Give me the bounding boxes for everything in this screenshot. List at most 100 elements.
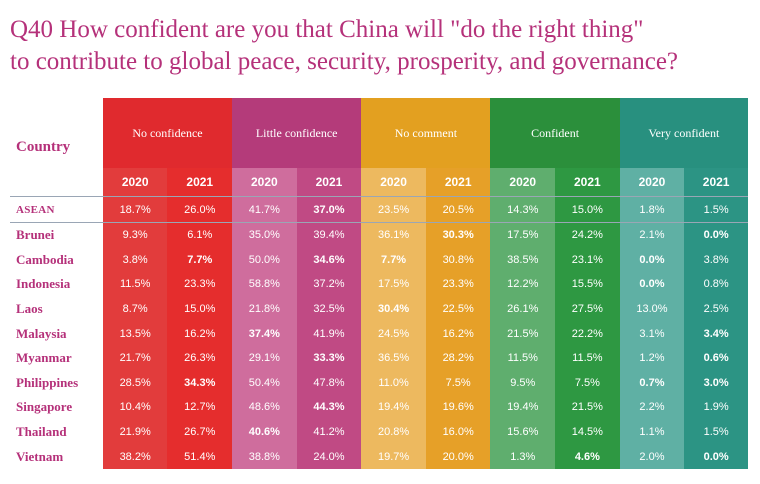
table-row: Brunei 9.3% 6.1% 35.0% 39.4% 36.1% 30.3% 17.5% 2… [10,222,748,248]
value-cell: 23.5% [361,196,426,223]
value-cell: 1.3% [490,444,556,469]
value-cell: 21.7% [102,345,168,371]
value-cell: 19.6% [425,395,491,420]
value-cell: 38.8% [232,444,297,469]
table-row: Vietnam 38.2% 51.4% 38.8% 24.0% 19.7% 20.0% 1.3… [10,444,748,469]
year-header: 2020 [619,168,685,197]
year-header: 2021 [167,168,233,197]
value-cell: 2.2% [619,395,685,420]
value-cell: 8.7% [102,296,168,322]
value-cell: 17.5% [361,272,426,297]
value-cell: 9.5% [490,370,556,396]
value-cell: 30.4% [361,296,426,322]
value-cell: 37.2% [296,272,362,297]
value-cell: 16.2% [167,321,233,346]
country-name: Laos [16,301,43,317]
value-cell: 20.0% [425,444,491,469]
value-cell: 41.2% [296,419,362,445]
value-cell: 2.1% [619,222,685,248]
value-cell: 3.0% [684,370,748,396]
value-cell: 38.2% [102,444,168,469]
value-cell: 3.8% [102,247,168,273]
country-name: Indonesia [16,276,71,292]
value-cell: 1.5% [684,196,748,223]
value-cell: 2.0% [619,444,685,469]
value-cell: 51.4% [167,444,233,469]
value-cell: 48.6% [232,395,297,420]
value-cell: 0.8% [684,272,748,297]
value-cell: 34.3% [167,370,233,396]
survey-table: Country No confidence Little confidence … [10,98,748,469]
value-cell: 0.0% [619,247,685,273]
table-row: Singapore 10.4% 12.7% 48.6% 44.3% 19.4% 19.6% 1… [10,395,748,420]
header-no-confidence: No confidence [102,98,233,168]
value-cell: 11.5% [555,345,620,371]
value-cell: 11.5% [490,345,556,371]
year-header: 2021 [555,168,620,197]
value-cell: 22.2% [555,321,620,346]
value-cell: 20.5% [425,196,491,223]
value-cell: 26.0% [167,196,233,223]
year-header: 2021 [684,168,748,197]
value-cell: 50.0% [232,247,297,273]
value-cell: 13.0% [619,296,685,322]
value-cell: 30.8% [425,247,491,273]
table-row: Myanmar 21.7% 26.3% 29.1% 33.3% 36.5% 28.2% 11.… [10,345,748,371]
value-cell: 15.5% [555,272,620,297]
value-cell: 21.9% [102,419,168,445]
year-header: 2020 [102,168,168,197]
value-cell: 58.8% [232,272,297,297]
value-cell: 28.2% [425,345,491,371]
country-name: ASEAN [10,196,103,223]
value-cell: 35.0% [232,222,297,248]
value-cell: 11.0% [361,370,426,396]
value-cell: 7.5% [555,370,620,396]
value-cell: 0.0% [619,272,685,297]
value-cell: 9.3% [102,222,168,248]
value-cell: 7.5% [425,370,491,396]
value-cell: 1.2% [619,345,685,371]
value-cell: 6.1% [167,222,233,248]
value-cell: 44.3% [296,395,362,420]
value-cell: 39.4% [296,222,362,248]
value-cell: 19.4% [490,395,556,420]
value-cell: 2.5% [684,296,748,322]
value-cell: 21.8% [232,296,297,322]
value-cell: 37.4% [232,321,297,346]
value-cell: 7.7% [167,247,233,273]
header-little-confidence: Little confidence [232,98,362,168]
value-cell: 14.5% [555,419,620,445]
value-cell: 26.1% [490,296,556,322]
table-row: Indonesia 11.5% 23.3% 58.8% 37.2% 17.5% 23.3% 1… [10,272,748,297]
value-cell: 1.5% [684,419,748,445]
country-name: Thailand [16,424,67,440]
value-cell: 1.9% [684,395,748,420]
year-header: 2020 [490,168,556,197]
value-cell: 27.5% [555,296,620,322]
value-cell: 0.6% [684,345,748,371]
value-cell: 18.7% [102,196,168,223]
title-line-1: Q40 How confident are you that China wil… [10,16,644,43]
header-confident: Confident [490,98,620,168]
value-cell: 19.4% [361,395,426,420]
value-cell: 22.5% [425,296,491,322]
country-name: Brunei [16,227,55,243]
year-header: 2020 [361,168,426,197]
value-cell: 11.5% [102,272,168,297]
country-name: Vietnam [16,448,64,464]
value-cell: 41.9% [296,321,362,346]
value-cell: 17.5% [490,222,556,248]
value-cell: 32.5% [296,296,362,322]
chart-title: Q40 How confident are you that China wil… [10,14,758,78]
value-cell: 10.4% [102,395,168,420]
value-cell: 30.3% [425,222,491,248]
value-cell: 36.1% [361,222,426,248]
table-row: Laos 8.7% 15.0% 21.8% 32.5% 30.4% 22.5% 26.1% 27… [10,296,748,322]
value-cell: 4.6% [555,444,620,469]
value-cell: 38.5% [490,247,556,273]
value-cell: 37.0% [296,196,362,223]
value-cell: 1.8% [619,196,685,223]
value-cell: 26.7% [167,419,233,445]
value-cell: 12.2% [490,272,556,297]
value-cell: 36.5% [361,345,426,371]
